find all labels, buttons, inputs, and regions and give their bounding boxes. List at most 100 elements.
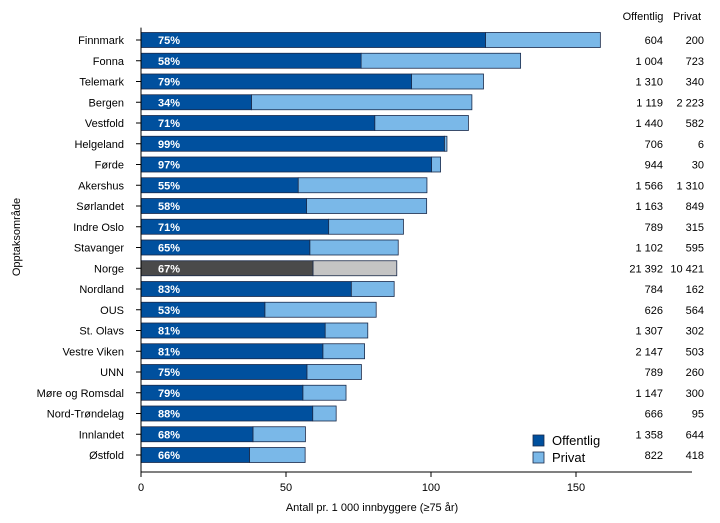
bar-row: Østfold 66% 822 418 [89, 447, 704, 463]
percent-label: 58% [158, 56, 180, 68]
percent-label: 34% [158, 97, 180, 109]
bar-privat [322, 343, 365, 360]
bar-privat [411, 73, 484, 90]
bar-row: Helgeland 99% 706 6 [74, 135, 704, 152]
legend-swatch-offentlig [532, 434, 545, 447]
count-privat: 644 [686, 429, 704, 441]
count-privat: 6 [698, 139, 704, 151]
count-privat: 162 [686, 284, 704, 296]
bar-row: Telemark 79% 1 310 340 [79, 73, 704, 90]
count-privat: 418 [686, 450, 704, 462]
count-privat: 30 [692, 160, 704, 172]
percent-label: 81% [158, 326, 180, 338]
count-privat: 503 [686, 346, 704, 358]
y-axis-label: Opptaksområde [11, 198, 23, 276]
legend-swatch-privat [532, 451, 545, 464]
percent-label: 75% [158, 367, 180, 379]
bar-privat [374, 115, 469, 131]
category-label: Finnmark [78, 35, 124, 47]
count-offentlig: 944 [645, 160, 663, 172]
count-privat: 340 [686, 77, 704, 89]
bar-row: St. Olavs 81% 1 307 302 [79, 322, 704, 339]
count-offentlig: 626 [645, 305, 663, 317]
bar-row: UNN 75% 789 260 [100, 364, 704, 380]
bar-row: Sørlandet 58% 1 163 849 [76, 198, 704, 214]
percent-label: 71% [158, 222, 180, 234]
category-label: Akershus [78, 180, 124, 192]
bar-privat [297, 177, 428, 194]
count-offentlig: 1 004 [635, 56, 663, 68]
x-axis-label: Antall pr. 1 000 innbyggere (≥75 år) [286, 502, 458, 514]
percent-label: 53% [158, 305, 180, 317]
count-privat: 315 [686, 222, 704, 234]
percent-label: 79% [158, 77, 180, 89]
bar-offentlig [140, 135, 445, 152]
bar-privat [312, 405, 337, 422]
count-offentlig: 1 119 [636, 97, 663, 109]
bar-row: Nord-Trøndelag 88% 666 95 [47, 405, 704, 422]
bar-row: Finnmark 75% 604 200 [78, 32, 704, 48]
bar-row: Nordland 83% 784 162 [79, 281, 704, 297]
bar-privat [485, 32, 601, 48]
legend: Offentlig Privat [532, 433, 600, 465]
percent-label: 83% [158, 284, 180, 296]
x-tick-label: 150 [567, 482, 585, 494]
bar-offentlig [140, 32, 486, 48]
table-header-offentlig: Offentlig [623, 11, 664, 23]
category-label: Bergen [89, 97, 124, 109]
bar-privat [306, 198, 428, 214]
percent-label: 58% [158, 201, 180, 213]
category-label: St. Olavs [79, 326, 124, 338]
bar-privat [431, 156, 441, 173]
bar-row: Førde 97% 944 30 [95, 156, 704, 173]
count-offentlig: 706 [645, 139, 663, 151]
count-offentlig: 784 [645, 284, 663, 296]
category-label: Vestfold [85, 118, 124, 130]
count-offentlig: 1 310 [635, 77, 663, 89]
percent-label: 75% [158, 35, 180, 47]
count-privat: 582 [686, 118, 704, 130]
bar-row: Akershus 55% 1 566 1 310 [78, 177, 704, 194]
percent-label: 97% [158, 160, 180, 172]
count-offentlig: 1 163 [635, 201, 663, 213]
bar-row: Vestfold 71% 1 440 582 [85, 115, 704, 131]
bar-privat [328, 218, 404, 235]
count-offentlig: 1 358 [635, 429, 663, 441]
bar-privat [249, 447, 306, 463]
count-offentlig: 789 [645, 367, 663, 379]
category-label: Østfold [89, 450, 124, 462]
count-offentlig: 666 [645, 409, 663, 421]
x-tick-label: 100 [422, 482, 440, 494]
category-label: Indre Oslo [73, 222, 124, 234]
category-label: Norge [94, 263, 124, 275]
count-privat: 564 [686, 305, 704, 317]
count-privat: 200 [686, 35, 704, 47]
percent-label: 67% [158, 263, 180, 275]
category-label: Sørlandet [76, 201, 124, 213]
bar-privat [302, 384, 347, 401]
bar-row: Bergen 34% 1 119 2 223 [89, 94, 704, 111]
count-offentlig: 1 102 [635, 243, 663, 255]
bar-privat [306, 364, 362, 380]
category-label: Stavanger [74, 243, 124, 255]
count-offentlig: 604 [645, 35, 663, 47]
count-offentlig: 1 440 [635, 118, 663, 130]
count-privat: 302 [686, 326, 704, 338]
category-label: Møre og Romsdal [37, 388, 124, 400]
count-privat: 2 223 [676, 97, 704, 109]
percent-label: 79% [158, 388, 180, 400]
bar-privat [360, 52, 522, 69]
bar-privat [350, 281, 395, 297]
category-label: OUS [100, 305, 124, 317]
bar-privat [252, 426, 306, 443]
count-privat: 723 [686, 56, 704, 68]
table-header: Offentlig Privat [623, 11, 701, 23]
x-axis: 0 50 100 150 [138, 27, 692, 494]
bar-rows: Finnmark 75% 604 200 Fonna 58% 1 004 723 Telemar… [37, 32, 704, 463]
count-offentlig: 822 [645, 450, 663, 462]
percent-label: 99% [158, 139, 180, 151]
bar-privat [309, 239, 399, 256]
bar-offentlig [140, 156, 432, 173]
count-privat: 1 310 [676, 180, 704, 192]
